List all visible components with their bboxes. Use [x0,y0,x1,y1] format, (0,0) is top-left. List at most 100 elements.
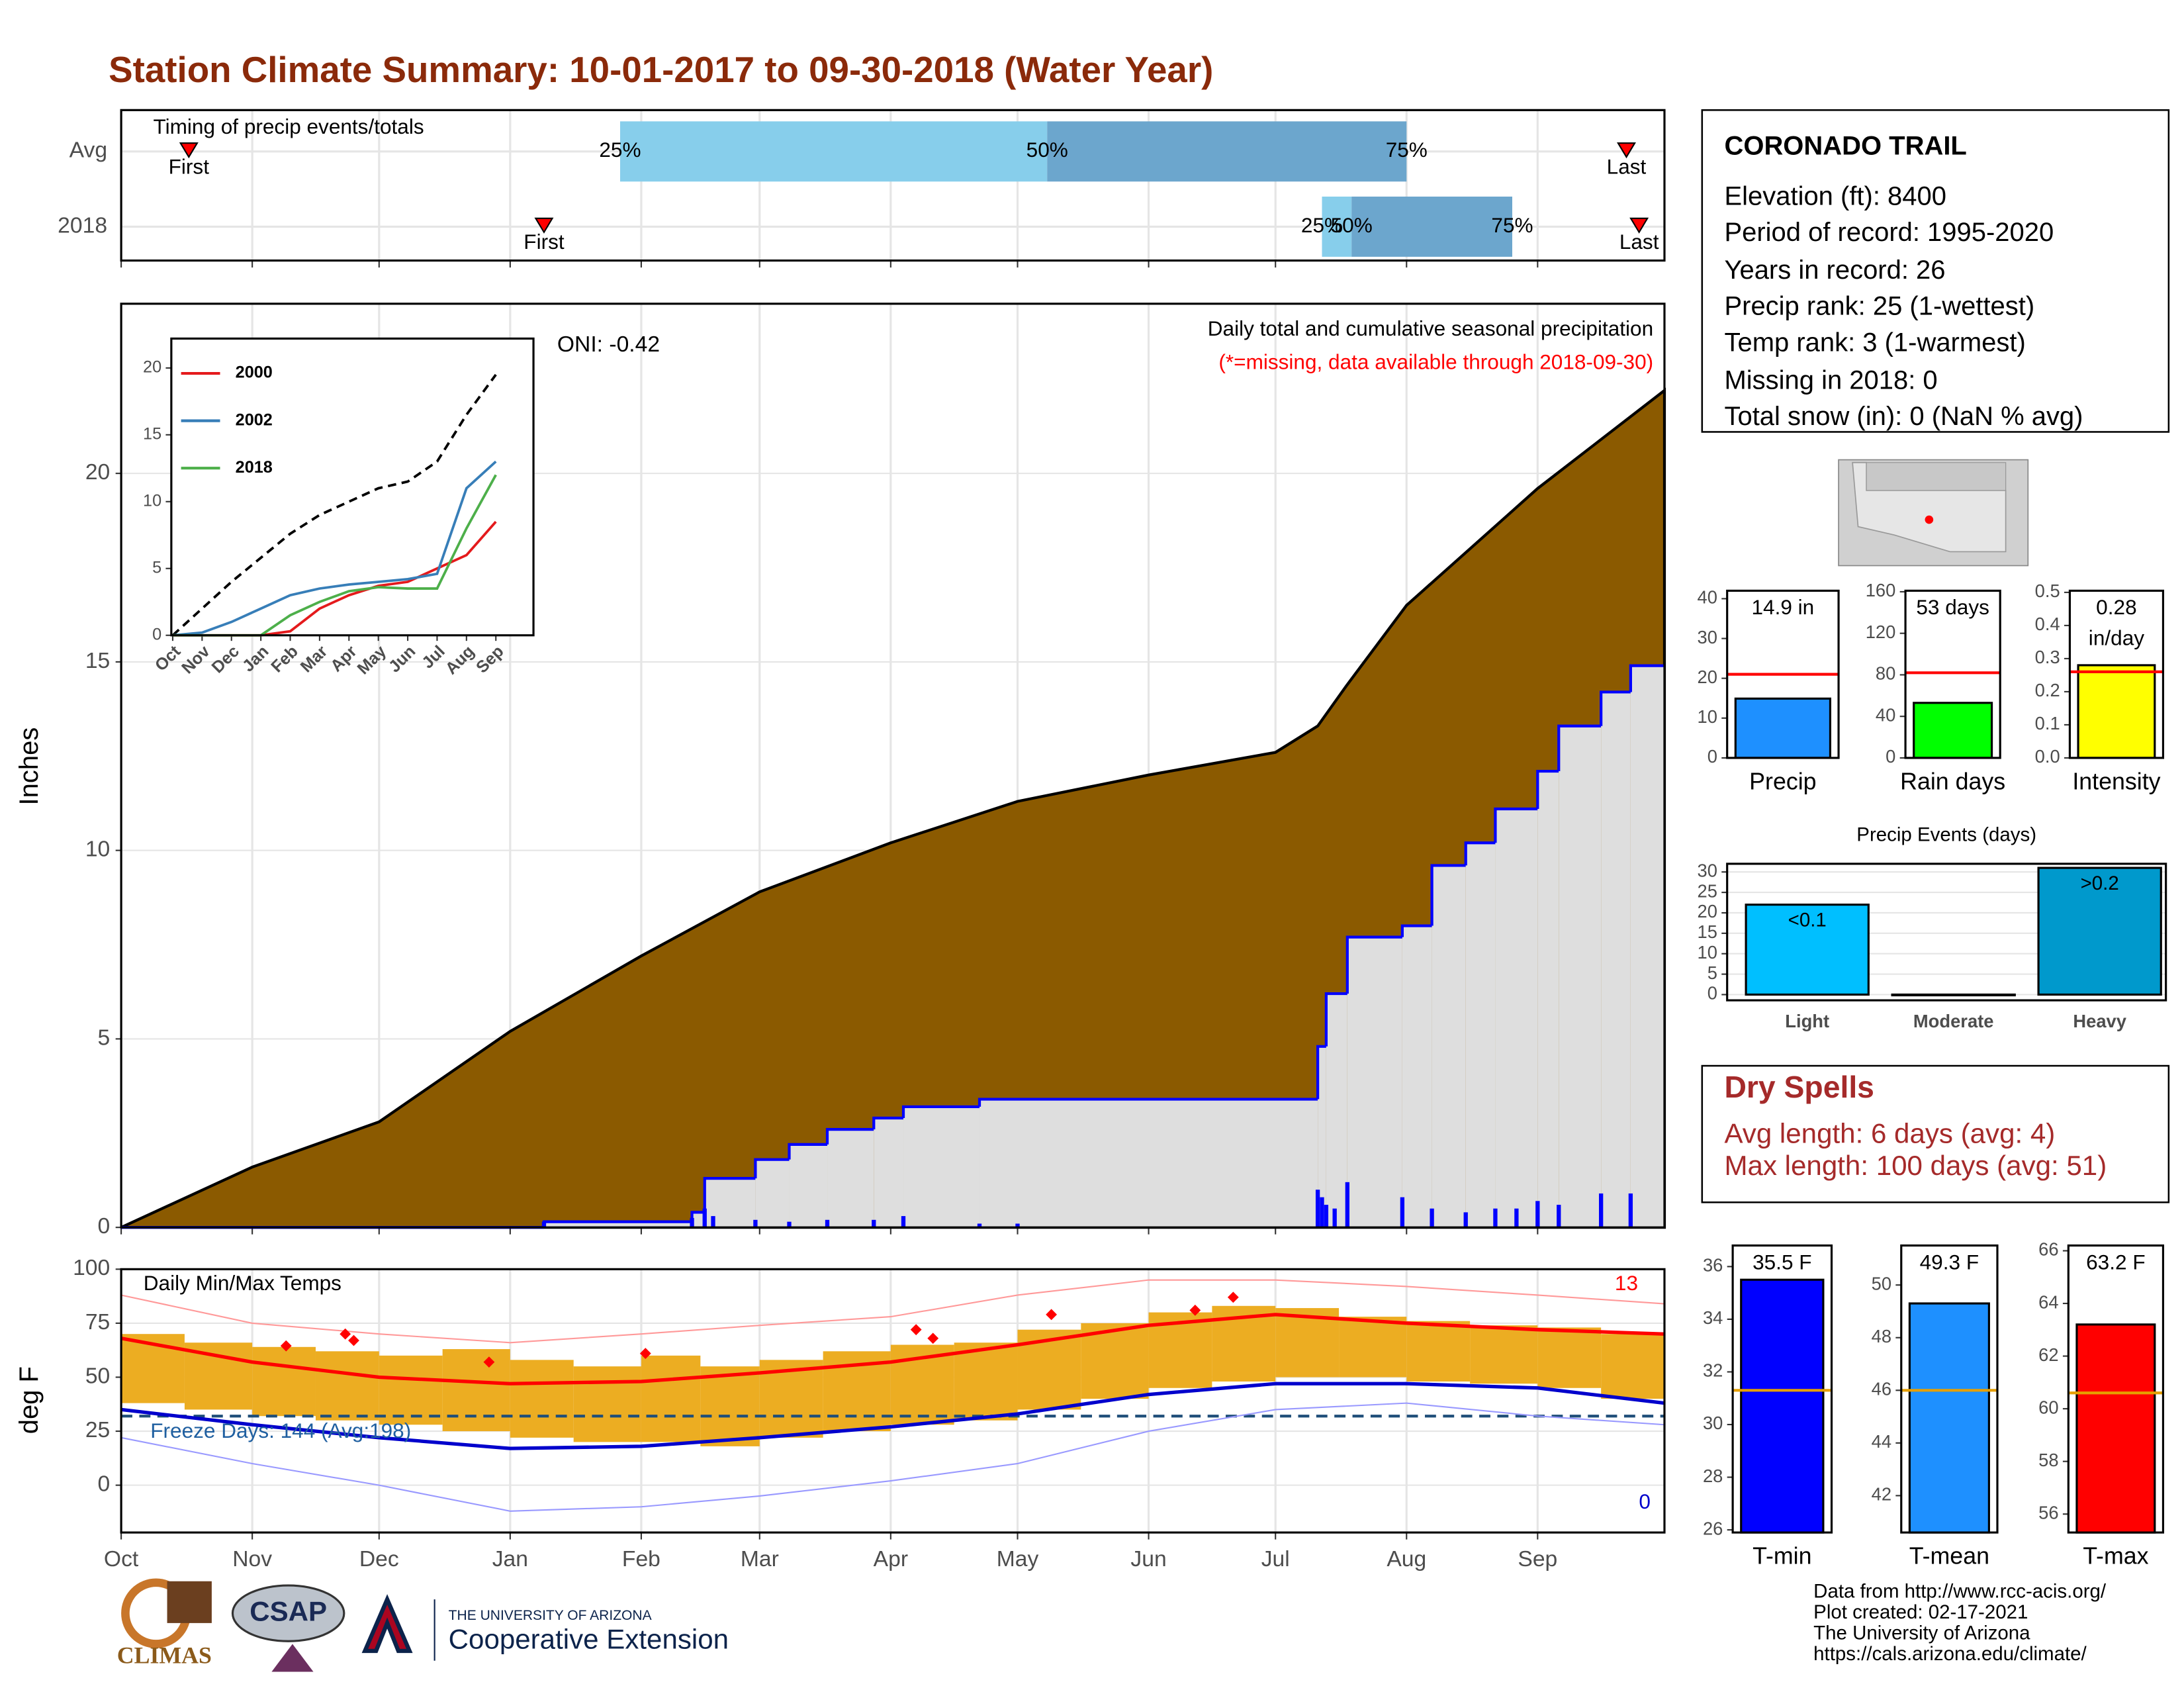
cumulative-2018-area [874,1118,904,1228]
timing-bar [1047,121,1407,182]
record-high-marker [1189,1304,1201,1316]
y-tick-label: 46 [1872,1379,1891,1399]
x-tick-label: Jun [1130,1547,1166,1571]
event-label: 50% [1331,213,1373,237]
temp-line [120,1313,1665,1385]
daily-temp-range [510,1360,574,1438]
footer-line: https://cals.arizona.edu/climate/ [1813,1643,2087,1665]
value-label: 63.2 F [2086,1250,2146,1275]
info-line: Temp rank: 3 (1-warmest) [1724,328,2025,357]
series-line [171,373,497,637]
value-label: 35.5 F [1752,1250,1812,1275]
cumulative-2018-line [1464,841,1496,866]
y-tick-label: 160 [1866,580,1896,600]
record-high-marker [340,1328,351,1340]
y-tick-label: 40 [1698,587,1717,608]
y-tick-label: 0.2 [2035,680,2060,700]
chart-title: Daily total and cumulative seasonal prec… [1208,316,1653,340]
info-line: Years in record: 26 [1724,256,1945,285]
bar [1740,1278,1825,1534]
daily-precip-bar [1400,1197,1405,1228]
plot-frame [120,109,1666,262]
logos: CLIMAS CSAP THE UNIVERSITY OF ARIZONA Co… [117,1578,729,1672]
info-box [1701,109,2170,433]
annotation: ONI: -0.42 [557,332,660,357]
y-tick-label: 64 [2038,1291,2058,1312]
inset-bg [171,338,534,635]
daily-temp-range [1601,1334,1664,1399]
cumulative-2018-line [1557,724,1602,772]
event-label: 25% [1301,213,1343,237]
y-tick-label: 0 [152,625,161,643]
footer-line: Plot created: 02-17-2021 [1813,1601,2028,1623]
daily-temp-range [1537,1327,1602,1388]
daily-temp-range [252,1346,316,1417]
y-tick-label: 30 [1698,860,1717,880]
daily-temp-range [1470,1325,1538,1384]
timing-bar [1351,196,1512,257]
daily-precip-bar [1332,1208,1337,1228]
event-label: 75% [1386,138,1428,162]
cumulative-2018-line [825,1128,874,1145]
plot-frame [1900,1244,1999,1534]
cumulative-2018-area [1432,865,1466,1228]
dry-spells-line: Avg length: 6 days (avg: 4) [1724,1117,2055,1149]
y-tick-label: 0 [1707,983,1717,1004]
cumulative-2018-area [1326,994,1347,1228]
row-label: 2018 [58,213,107,238]
bar [1908,1302,1990,1534]
x-tick-label: Apr [874,1547,908,1571]
bar [2037,867,2162,996]
daily-precip-bar [711,1216,715,1228]
legend-label: 2002 [236,410,273,429]
cumulative-2018-line [1400,924,1432,937]
y-tick-label: 30 [1703,1413,1723,1433]
record-high-count: 13 [1615,1271,1638,1295]
y-tick-label: 0.5 [2035,581,2060,601]
record-high-marker [927,1333,939,1344]
cumulative-2018-line [1345,935,1402,994]
cumulative-2018-line [978,1098,1318,1107]
dry-spells-box [1701,1064,2170,1203]
x-tick-label: Jan [492,1547,528,1571]
cumulative-2018-line [1324,992,1347,1047]
x-tick-label: Light [1785,1011,1829,1031]
daily-precip-bar [1535,1201,1540,1228]
record-high-marker [639,1348,651,1359]
cumulative-2018-area [1318,1046,1326,1228]
cumulative-2018-area [1495,809,1538,1228]
station-name: CORONADO TRAIL [1724,132,1966,161]
cumulative-2018-area [1559,726,1602,1228]
cumulative-2018-line [1494,807,1538,843]
daily-temp-range [1081,1323,1149,1399]
x-tick-label: Mar [741,1547,779,1571]
y-tick-label: 5 [1707,962,1717,983]
daily-precip-bar [1320,1197,1324,1228]
y-tick-label: 32 [1703,1360,1723,1381]
x-axis-label: T-max [2083,1542,2148,1569]
y-tick-label: 26 [1703,1518,1723,1538]
cumulative-2018-area [1537,771,1559,1228]
y-tick-label: 20 [1698,901,1717,921]
info-line: Elevation (ft): 8400 [1724,181,1946,211]
bar [1891,993,2016,997]
y-tick-label: 5 [152,558,161,577]
footer-line: The University of Arizona [1813,1622,2030,1644]
row-label: Avg [69,138,107,163]
y-tick-label: 0 [98,1472,111,1497]
x-tick-label: May [997,1547,1039,1571]
plot-frame [120,303,1666,1229]
y-tick-label: 120 [1866,622,1896,642]
value-label-box: 49.3 F [1920,1251,1979,1275]
value-label-box: 14.9 in [1751,596,1814,620]
plot-frame [2068,589,2165,759]
cumulative-2018-area [979,1099,1318,1228]
event-label: First [523,230,565,254]
info-line: Precip rank: 25 (1-wettest) [1724,292,2034,321]
x-axis-label: Precip [1749,768,1816,794]
daily-precip-bar [1345,1182,1349,1228]
daily-precip-bar [1015,1223,1020,1228]
y-tick-label: 5 [98,1025,111,1050]
daily-precip-bar [541,1221,547,1228]
temp-line [120,1382,1665,1450]
